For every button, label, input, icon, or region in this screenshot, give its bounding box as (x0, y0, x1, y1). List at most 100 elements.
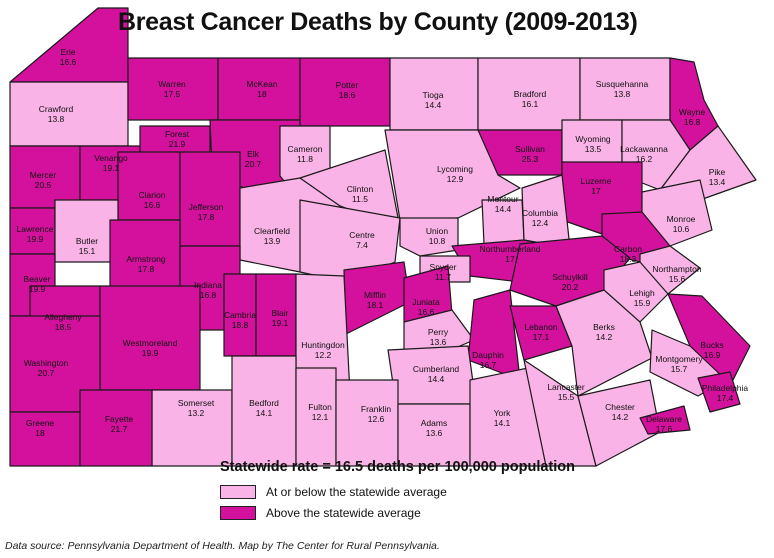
county-name-butler: Butler (76, 236, 98, 246)
county-rate-luzerne: 17 (591, 186, 601, 196)
county-name-chester: Chester (605, 402, 635, 412)
county-name-schuylkill: Schuylkill (552, 272, 588, 282)
county-name-mckean: McKean (246, 79, 277, 89)
county-rate-monroe: 10.6 (673, 224, 690, 234)
county-name-dauphin: Dauphin (472, 350, 504, 360)
county-name-susquehanna: Susquehanna (596, 79, 649, 89)
county-name-lehigh: Lehigh (629, 288, 655, 298)
county-rate-westmoreland: 19.9 (142, 348, 159, 358)
county-name-juniata: Juniata (412, 297, 440, 307)
county-rate-susquehanna: 13.8 (614, 89, 631, 99)
county-rate-adams: 13.6 (426, 428, 443, 438)
county-rate-chester: 14.2 (612, 412, 629, 422)
county-name-potter: Potter (336, 80, 359, 90)
county-rate-somerset: 13.2 (188, 408, 205, 418)
county-rate-juniata: 16.6 (418, 307, 435, 317)
county-name-bucks: Bucks (700, 340, 723, 350)
county-rate-lawrence: 19.9 (27, 234, 44, 244)
county-name-centre: Centre (349, 230, 375, 240)
county-name-luzerne: Luzerne (581, 176, 612, 186)
county-name-elk: Elk (247, 149, 260, 159)
county-rate-forest: 21.9 (169, 139, 186, 149)
county-name-lawrence: Lawrence (17, 224, 54, 234)
county-name-wayne: Wayne (679, 107, 705, 117)
county-rate-mifflin: 18.1 (367, 300, 384, 310)
county-name-westmoreland: Westmoreland (123, 338, 178, 348)
county-name-wyoming: Wyoming (575, 134, 611, 144)
map-title: Breast Cancer Deaths by County (2009-201… (118, 8, 638, 36)
county-rate-clinton: 11.5 (352, 194, 368, 204)
county-name-greene: Greene (26, 418, 55, 428)
county-name-armstrong: Armstrong (126, 254, 165, 264)
county-rate-fulton: 12.1 (312, 412, 329, 422)
county-name-bedford: Bedford (249, 398, 279, 408)
county-name-philadelphia: Philadelphia (702, 383, 749, 393)
county-name-adams: Adams (421, 418, 447, 428)
legend-label-below: At or below the statewide average (266, 485, 447, 499)
county-rate-perry: 13.6 (430, 337, 447, 347)
county-rate-northumberland: 17 (505, 254, 515, 264)
county-name-union: Union (426, 226, 448, 236)
county-rate-huntingdon: 12.2 (315, 350, 332, 360)
county-rate-greene: 18 (35, 428, 45, 438)
county-name-huntingdon: Huntingdon (301, 340, 345, 350)
county-name-somerset: Somerset (178, 398, 215, 408)
county-rate-carbon: 18.3 (620, 254, 637, 264)
county-rate-blair: 19.1 (272, 318, 289, 328)
county-name-clarion: Clarion (139, 190, 166, 200)
county-name-fayette: Fayette (105, 414, 134, 424)
county-name-sullivan: Sullivan (515, 144, 545, 154)
county-rate-cameron: 11.8 (297, 154, 313, 164)
county-union (399, 217, 459, 257)
county-rate-cambria: 18.8 (232, 320, 249, 330)
county-rate-lycoming: 12.9 (447, 174, 464, 184)
county-name-montour: Montour (487, 194, 518, 204)
county-rate-union: 10.8 (429, 236, 446, 246)
county-rate-mercer: 20.5 (35, 180, 52, 190)
county-rate-mckean: 18 (257, 89, 267, 99)
statewide-rate: Statewide rate = 16.5 deaths per 100,000… (220, 459, 575, 475)
county-name-tioga: Tioga (423, 90, 444, 100)
county-rate-armstrong: 17.8 (138, 264, 155, 274)
county-rate-snyder: 11.7 (435, 272, 451, 282)
county-name-beaver: Beaver (24, 274, 51, 284)
county-name-northumberland: Northumberland (480, 244, 541, 254)
county-rate-philadelphia: 17.4 (717, 393, 734, 403)
county-name-cumberland: Cumberland (413, 364, 460, 374)
county-name-montgomery: Montgomery (655, 354, 703, 364)
county-name-mercer: Mercer (30, 170, 57, 180)
legend-item-below: At or below the statewide average (220, 485, 447, 499)
county-rate-lackawanna: 16.2 (636, 154, 653, 164)
legend-swatch-above (220, 506, 256, 520)
county-rate-clarion: 16.6 (144, 200, 161, 210)
county-name-fulton: Fulton (308, 402, 332, 412)
county-name-bradford: Bradford (514, 89, 547, 99)
county-rate-beaver: 19.9 (29, 284, 46, 294)
county-rate-allegheny: 18.5 (55, 322, 72, 332)
county-rate-potter: 18.6 (339, 90, 356, 100)
county-name-warren: Warren (158, 79, 186, 89)
county-name-delaware: Delaware (646, 414, 682, 424)
county-shapes (9, 7, 757, 467)
county-rate-northampton: 15.6 (669, 274, 686, 284)
county-rate-wyoming: 13.5 (585, 144, 602, 154)
county-name-erie: Erie (60, 47, 75, 57)
county-rate-bradford: 16.1 (522, 99, 539, 109)
county-name-crawford: Crawford (39, 104, 74, 114)
county-rate-franklin: 12.6 (368, 414, 385, 424)
county-name-venango: Venango (94, 153, 128, 163)
county-philadelphia (697, 371, 741, 413)
county-rate-elk: 20.7 (245, 159, 262, 169)
county-name-perry: Perry (428, 327, 449, 337)
county-name-clearfield: Clearfield (254, 226, 290, 236)
county-rate-cumberland: 14.4 (428, 374, 445, 384)
county-rate-montgomery: 15.7 (671, 364, 688, 374)
county-name-mifflin: Mifflin (364, 290, 386, 300)
county-bucks (667, 293, 751, 387)
county-rate-dauphin: 16.7 (480, 360, 497, 370)
county-delaware (639, 405, 691, 435)
county-rate-indiana: 16.8 (200, 290, 217, 300)
county-name-berks: Berks (593, 322, 615, 332)
county-name-jefferson: Jefferson (189, 202, 224, 212)
county-name-blair: Blair (271, 308, 288, 318)
